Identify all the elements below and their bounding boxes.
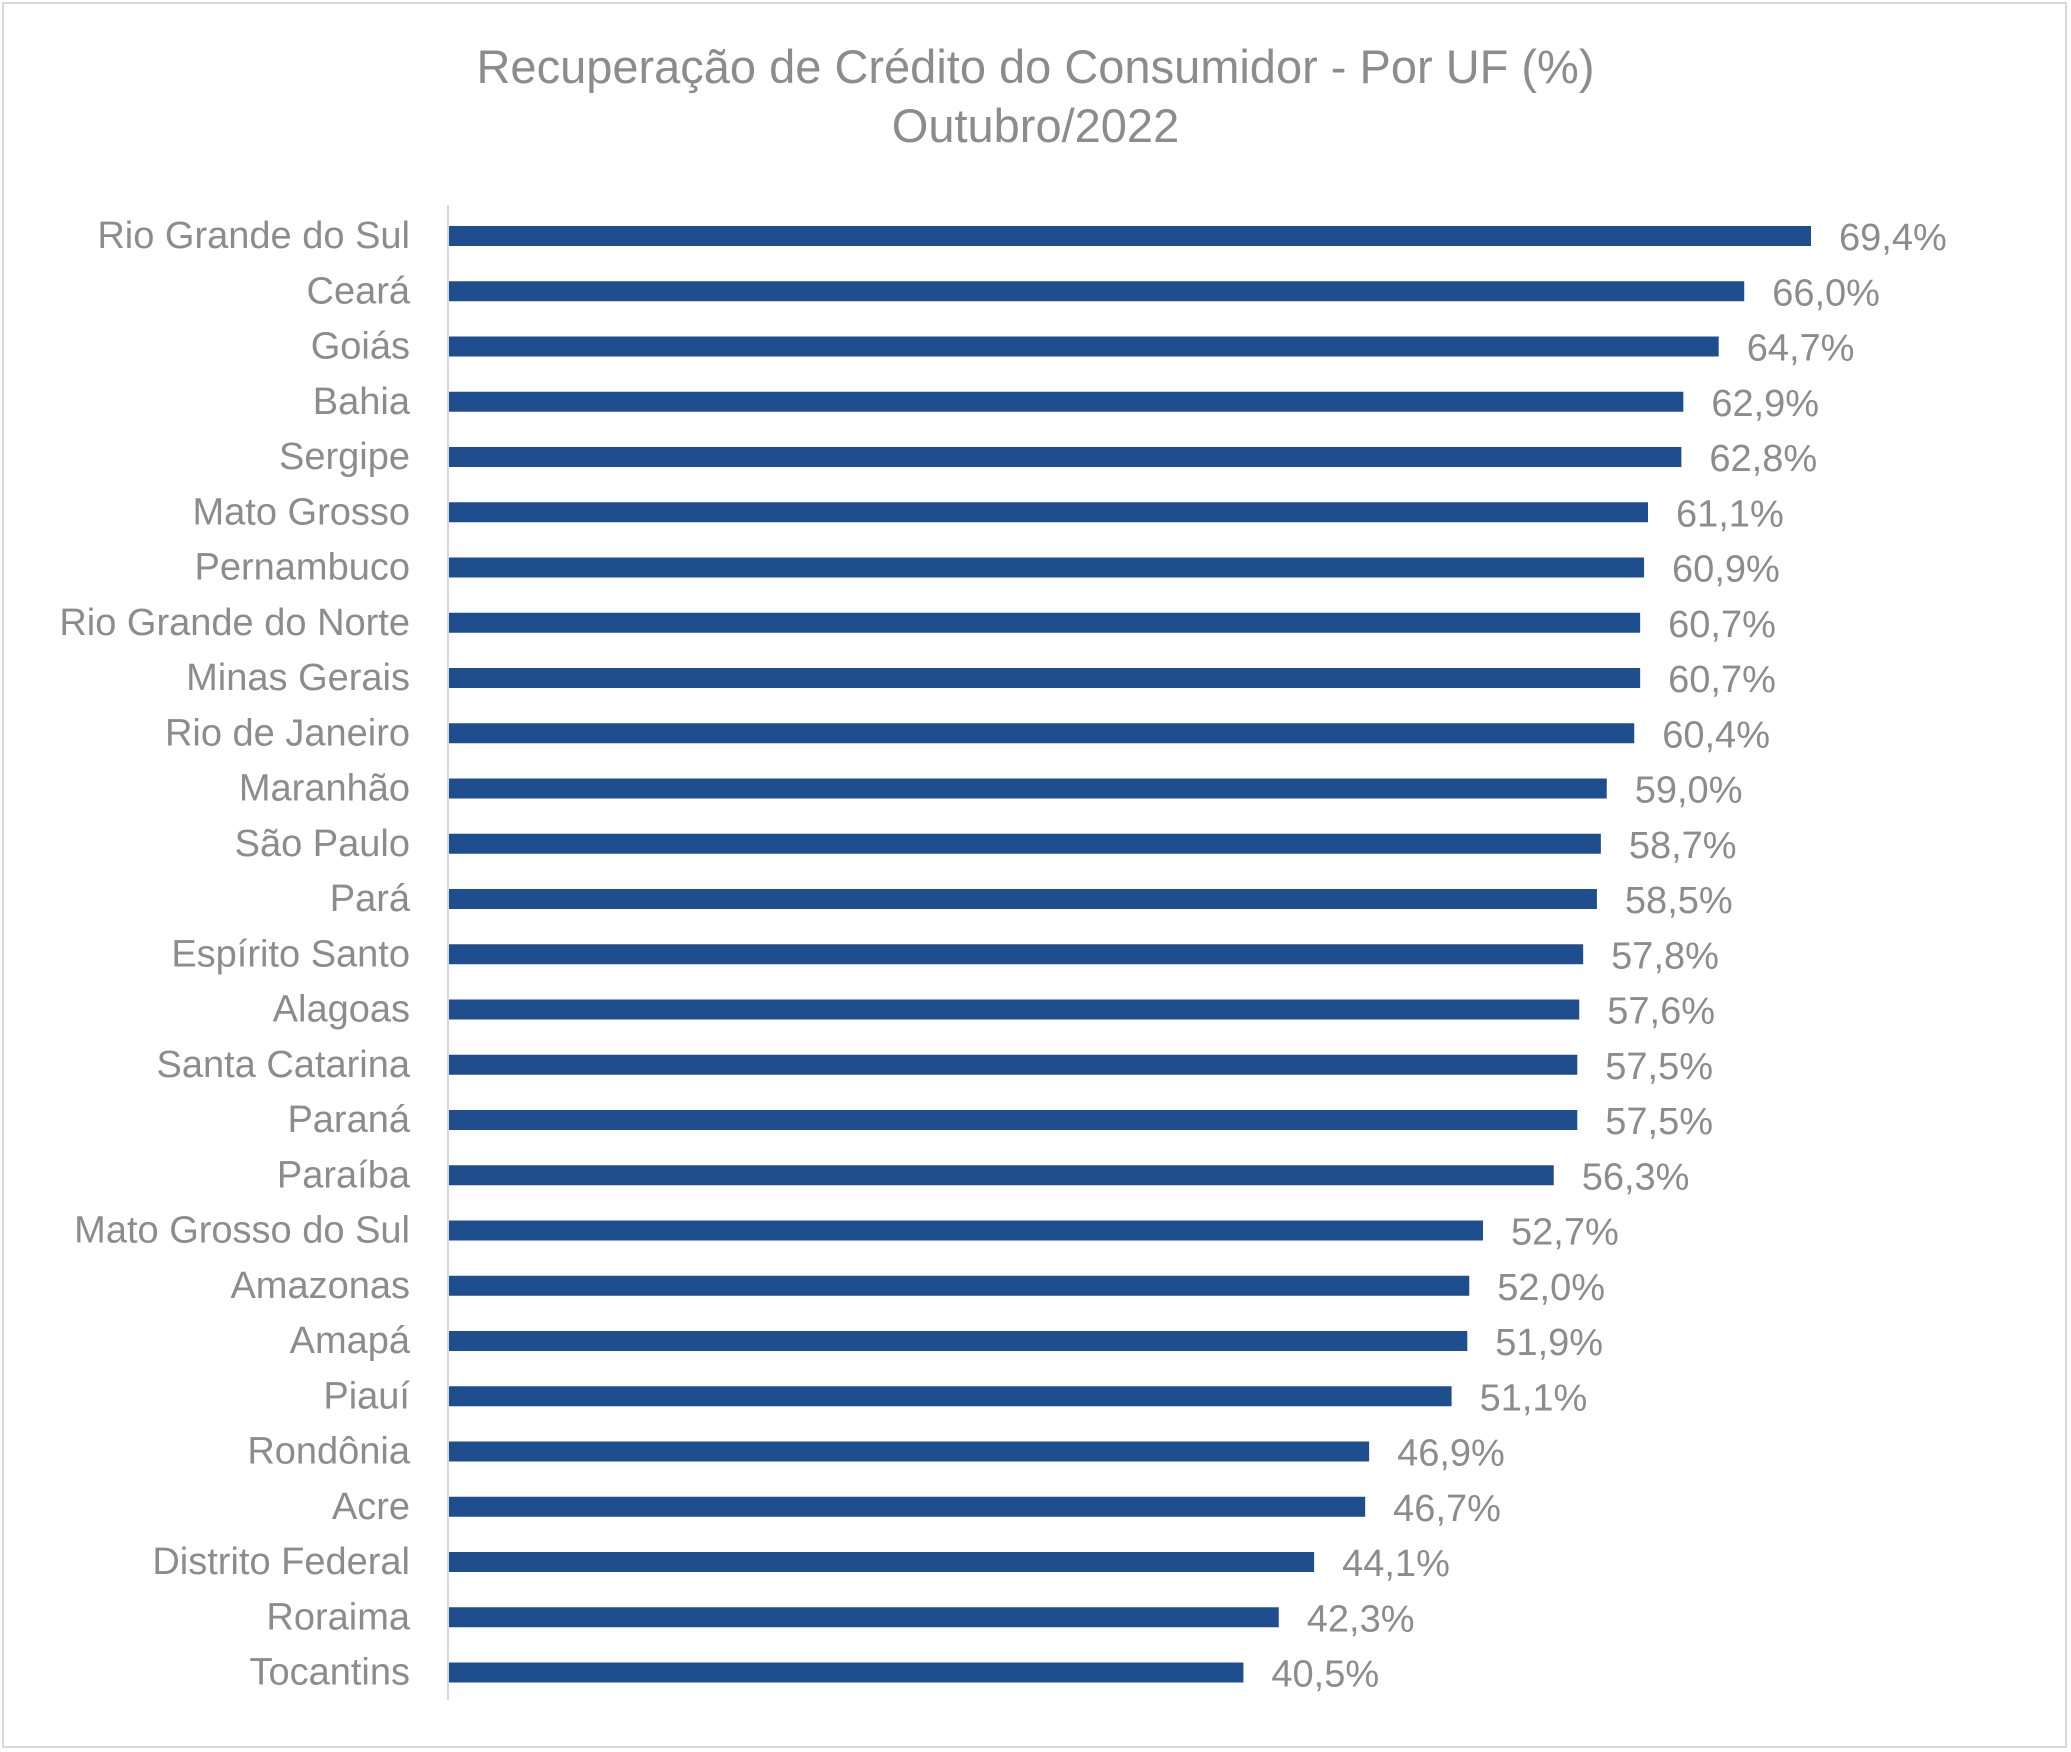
bar [448, 999, 1580, 1020]
value-label: 57,5% [1605, 1101, 1713, 1143]
value-label: 44,1% [1342, 1543, 1450, 1585]
category-label: Tocantins [249, 1652, 410, 1694]
bar [448, 723, 1635, 744]
value-label: 58,7% [1629, 825, 1737, 867]
bar [448, 557, 1645, 578]
value-label: 57,8% [1611, 935, 1719, 977]
value-label: 46,9% [1397, 1433, 1505, 1475]
bar [448, 1662, 1244, 1683]
value-label: 52,0% [1497, 1267, 1605, 1309]
chart-title: Recuperação de Crédito do Consumidor - P… [476, 40, 1595, 93]
category-label: Bahia [313, 381, 411, 423]
category-label: Minas Gerais [186, 657, 410, 699]
value-label: 57,6% [1607, 991, 1715, 1033]
category-label: Pernambuco [195, 547, 410, 589]
category-label: Ceará [307, 270, 411, 312]
category-label: Amazonas [230, 1265, 410, 1307]
bar [448, 889, 1597, 909]
chart-subtitle: Outubro/2022 [891, 99, 1180, 152]
value-label: 52,7% [1511, 1212, 1619, 1254]
category-labels: Rio Grande do Sul Ceará Goiás Bahia Sergipe M… [59, 215, 411, 1694]
value-label: 62,9% [1711, 383, 1819, 425]
category-label: Acre [332, 1486, 410, 1528]
category-label: Piauí [323, 1375, 410, 1417]
bar [448, 447, 1682, 467]
bar [448, 1054, 1578, 1075]
value-label: 56,3% [1582, 1156, 1690, 1198]
value-label: 59,0% [1635, 770, 1743, 812]
category-label: Espírito Santo [171, 933, 410, 975]
value-label: 58,5% [1625, 880, 1733, 922]
value-label: 51,9% [1495, 1322, 1603, 1364]
bar [448, 668, 1641, 688]
bar [448, 336, 1719, 357]
value-label: 42,3% [1307, 1598, 1415, 1640]
bar [448, 502, 1648, 523]
category-label: Santa Catarina [157, 1044, 411, 1086]
bar [448, 833, 1601, 854]
value-label: 60,4% [1662, 714, 1770, 756]
value-label: 57,5% [1605, 1046, 1713, 1088]
bar [448, 1165, 1554, 1186]
category-label: Maranhão [239, 768, 410, 810]
bar [448, 612, 1641, 633]
bar [448, 1220, 1484, 1241]
bar [448, 1275, 1470, 1296]
bar [448, 1441, 1370, 1462]
value-label: 62,8% [1709, 438, 1817, 480]
value-label: 46,7% [1393, 1488, 1501, 1530]
value-label: 51,1% [1480, 1377, 1588, 1419]
value-label: 60,7% [1668, 659, 1776, 701]
category-label: Paraná [287, 1099, 410, 1141]
bar [448, 1331, 1468, 1351]
category-label: Mato Grosso [192, 491, 410, 533]
bar [448, 944, 1584, 965]
bar [448, 1496, 1366, 1517]
category-label: Roraima [266, 1596, 410, 1638]
bars-group [448, 226, 1811, 1683]
bar [448, 1110, 1578, 1130]
category-label: Amapá [290, 1320, 411, 1362]
value-label: 66,0% [1772, 272, 1880, 314]
value-label: 60,9% [1672, 549, 1780, 591]
category-label: Distrito Federal [152, 1541, 410, 1583]
bar [448, 281, 1745, 302]
category-label: Rondônia [247, 1431, 411, 1473]
category-label: Alagoas [273, 989, 410, 1031]
value-label: 61,1% [1676, 493, 1784, 535]
value-label: 69,4% [1839, 217, 1947, 259]
category-label: Goiás [311, 326, 410, 368]
category-label: Rio Grande do Sul [97, 215, 410, 257]
bar [448, 1607, 1279, 1628]
bar [448, 1386, 1452, 1407]
category-label: São Paulo [235, 823, 410, 865]
category-label: Rio de Janeiro [165, 712, 410, 754]
bar [448, 226, 1811, 246]
value-label: 60,7% [1668, 604, 1776, 646]
value-label: 64,7% [1747, 328, 1855, 370]
bar [448, 1552, 1315, 1572]
category-label: Mato Grosso do Sul [74, 1210, 410, 1252]
value-label: 40,5% [1271, 1654, 1379, 1696]
bar [448, 391, 1684, 412]
category-label: Pará [330, 878, 411, 920]
category-label: Paraíba [277, 1154, 411, 1196]
category-label: Sergipe [279, 436, 410, 478]
bar [448, 778, 1607, 799]
category-label: Rio Grande do Norte [59, 602, 410, 644]
value-labels: 69,4% 66,0% 64,7% 62,9% 62,8% 61,1% 60,9% 60,7%… [1271, 217, 1946, 1696]
